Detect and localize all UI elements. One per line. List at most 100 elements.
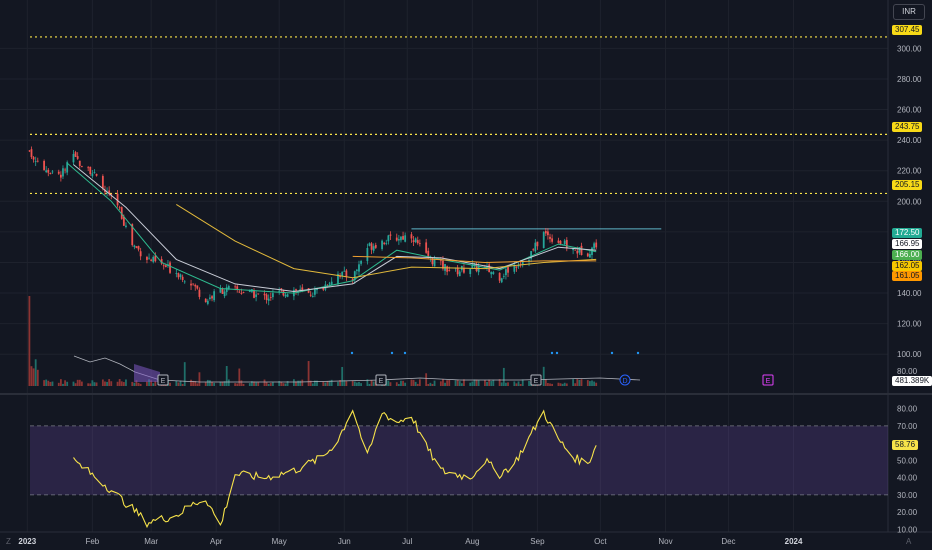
volume-bar <box>293 379 295 386</box>
signal-dot <box>610 351 614 355</box>
candle <box>372 246 375 251</box>
candle <box>383 242 386 244</box>
candle <box>515 266 518 268</box>
volume-bar <box>101 379 104 386</box>
volume-bar <box>209 380 211 386</box>
candle <box>301 287 304 291</box>
candle <box>242 292 245 293</box>
currency-badge[interactable]: INR <box>893 4 925 20</box>
candle <box>572 248 575 251</box>
volume-bar <box>267 383 270 386</box>
signal-dot <box>390 351 394 355</box>
candle <box>593 243 595 249</box>
volume-bar <box>414 381 417 386</box>
volume-bar <box>513 381 516 386</box>
volume-bar <box>265 382 268 386</box>
volume-bar <box>366 379 369 386</box>
volume-bar <box>402 380 404 386</box>
volume-bar <box>190 379 192 386</box>
candle <box>118 207 121 209</box>
volume-bar <box>484 380 486 386</box>
candle <box>78 160 81 166</box>
volume-bar <box>442 379 444 386</box>
candle <box>62 168 64 177</box>
earnings-marker <box>157 374 169 386</box>
rsi-tick-label: 80.00 <box>897 405 918 414</box>
candle <box>463 267 465 273</box>
volume-bar <box>125 379 127 386</box>
candle <box>471 264 474 269</box>
volume-bar <box>425 373 428 386</box>
candle <box>381 240 383 250</box>
candle <box>557 240 560 243</box>
earnings-marker <box>762 374 774 386</box>
candle <box>221 288 224 294</box>
price-label: 162.05 <box>892 261 923 271</box>
candle <box>337 273 339 284</box>
candle <box>395 237 398 241</box>
volume-bar <box>427 383 430 386</box>
candle <box>213 291 216 301</box>
candle <box>425 242 428 253</box>
candle <box>536 241 539 247</box>
volume-bar <box>301 379 304 386</box>
candle <box>385 243 388 245</box>
volume-bar <box>311 383 314 386</box>
candle <box>196 285 199 289</box>
volume-bar <box>580 379 583 386</box>
price-label: 307.45 <box>892 25 923 35</box>
candle <box>28 150 31 152</box>
volume-bar <box>595 382 598 386</box>
candle <box>351 278 354 281</box>
candle <box>146 256 148 260</box>
volume-bar <box>593 381 595 386</box>
candle <box>267 298 270 301</box>
volume-bar <box>431 383 434 386</box>
volume-bar <box>502 367 505 386</box>
candle <box>345 270 348 278</box>
volume-bar <box>106 381 108 386</box>
time-tick-label: 2024 <box>785 537 803 546</box>
candle <box>446 266 449 272</box>
candle <box>240 293 243 294</box>
candle <box>353 271 356 281</box>
volume-bar <box>576 379 579 386</box>
candle <box>74 152 77 157</box>
volume-bar <box>120 381 123 386</box>
volume-bar <box>179 380 182 386</box>
volume-bar <box>439 381 442 386</box>
candle <box>104 189 106 192</box>
candle <box>513 264 516 272</box>
volume-bar <box>456 379 459 386</box>
auto-scale-button[interactable]: A <box>906 537 912 546</box>
price-tick-label: 300.00 <box>897 44 922 53</box>
price-label: 166.95 <box>892 239 923 249</box>
volume-bar <box>198 372 201 386</box>
volume-bar <box>572 379 575 386</box>
volume-bar <box>45 379 48 386</box>
tradingview-logo-icon: Z <box>6 537 11 546</box>
volume-bar <box>282 383 285 386</box>
candle <box>358 264 360 272</box>
price-tick-label: 100.00 <box>897 350 922 359</box>
time-tick-label: Feb <box>85 537 99 546</box>
price-tick-label: 140.00 <box>897 289 922 298</box>
volume-bar <box>397 383 400 386</box>
candle <box>204 298 207 303</box>
candle <box>414 238 417 243</box>
time-tick-label: Apr <box>210 537 223 546</box>
candle <box>282 290 285 296</box>
volume-bar <box>219 381 222 386</box>
volume-bar <box>355 382 358 386</box>
volume-bar <box>286 381 289 386</box>
volume-bar <box>108 379 111 386</box>
volume-bar <box>34 359 37 386</box>
volume-bar <box>36 369 39 386</box>
candle <box>211 296 213 299</box>
signal-dot <box>550 351 554 355</box>
earnings-marker-label: E <box>766 378 771 385</box>
candle <box>400 236 402 241</box>
volume-bar <box>154 381 157 386</box>
price-label: 205.15 <box>892 180 923 190</box>
